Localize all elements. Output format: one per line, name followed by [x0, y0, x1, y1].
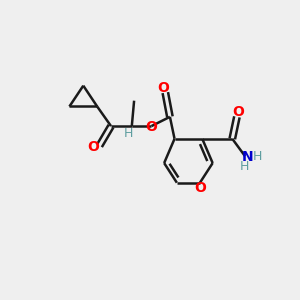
Text: O: O — [194, 182, 206, 196]
Text: H: H — [240, 160, 249, 173]
Text: O: O — [232, 105, 244, 119]
Text: O: O — [87, 140, 99, 154]
Text: O: O — [146, 120, 158, 134]
Text: H: H — [124, 127, 133, 140]
Text: N: N — [242, 150, 253, 164]
Text: H: H — [252, 150, 262, 163]
Text: O: O — [158, 81, 169, 95]
